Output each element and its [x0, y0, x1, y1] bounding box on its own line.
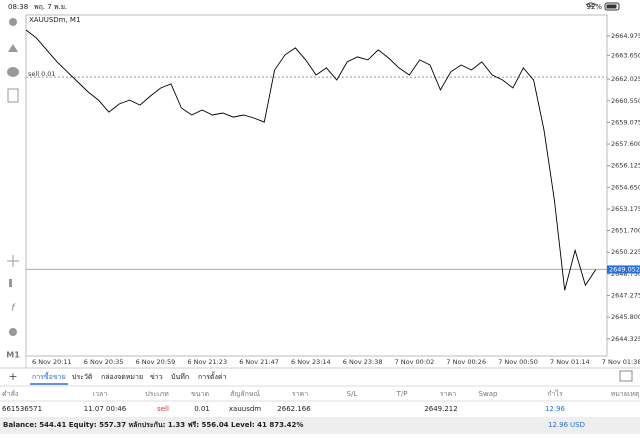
order-id: 661536571: [2, 405, 42, 413]
expand-icon[interactable]: [619, 370, 633, 382]
open-price: 2662.166: [277, 405, 311, 413]
x-tick-label: 6 Nov 23:38: [343, 358, 383, 366]
order-type: sell: [157, 405, 169, 413]
tab[interactable]: ประวัติ: [72, 373, 93, 381]
chart-title: XAUUSDm, M1: [29, 16, 80, 24]
total-profit: 12.96: [548, 421, 569, 429]
tab[interactable]: ข่าว: [150, 373, 163, 381]
new-order-icon[interactable]: [7, 88, 19, 103]
x-tick-label: 7 Nov 00:50: [498, 358, 538, 366]
y-tick-label: 2648.750: [611, 270, 640, 278]
tab[interactable]: กล่องจดหมาย: [101, 373, 143, 381]
y-tick-label: 2663.650: [611, 51, 640, 59]
order-volume: 0.01: [194, 405, 210, 413]
y-tick-label: 2660.550: [611, 97, 640, 105]
tab[interactable]: การตั้งค่า: [198, 370, 227, 381]
add-button[interactable]: +: [8, 370, 17, 383]
tab[interactable]: บันทึก: [171, 372, 189, 381]
order-profit: 12.96: [545, 405, 566, 413]
status-battery: 92%: [586, 3, 602, 11]
tab[interactable]: การซื้อขาย: [32, 370, 66, 381]
y-tick-label: 2644.325: [611, 335, 640, 343]
sell-label: sell 0.01: [28, 70, 56, 78]
chat-icon[interactable]: [7, 67, 19, 77]
wifi-icon: [585, 2, 597, 8]
crosshair-icon[interactable]: [7, 255, 19, 267]
indicators-button[interactable]: f: [11, 304, 16, 314]
last-price-box: [607, 265, 640, 274]
x-tick-label: 6 Nov 21:47: [239, 358, 279, 366]
y-tick-label: 2664.975: [611, 32, 640, 40]
status-date: พฤ. 7 พ.ย.: [34, 3, 67, 11]
x-tick-label: 6 Nov 20:11: [32, 358, 72, 366]
current-price: 2649.212: [424, 405, 457, 413]
order-time: 11.07 00:46: [84, 405, 127, 413]
chart-type-icon[interactable]: [9, 279, 12, 287]
x-tick-label: 7 Nov 00:26: [446, 358, 486, 366]
y-tick-label: 2653.175: [611, 205, 640, 213]
account-summary: Balance: 544.41 Equity: 557.37 หลักประกั…: [3, 421, 303, 429]
order-symbol: xauusdm: [229, 405, 261, 413]
column-header: กำไร: [547, 389, 563, 398]
column-header: ราคา: [292, 390, 308, 398]
y-tick-label: 2650.225: [611, 248, 640, 256]
column-header: ขนาด: [191, 390, 209, 398]
account-icon[interactable]: [9, 18, 17, 26]
y-tick-label: 2651.700: [611, 227, 640, 235]
y-tick-label: 2645.800: [611, 313, 640, 321]
x-tick-label: 6 Nov 21:23: [187, 358, 227, 366]
x-tick-label: 7 Nov 01:38: [602, 358, 640, 366]
x-tick-label: 7 Nov 00:02: [395, 358, 435, 366]
column-header: T/P: [396, 390, 408, 398]
x-tick-label: 6 Nov 20:35: [84, 358, 124, 366]
column-header: S/L: [347, 390, 358, 398]
x-tick-label: 6 Nov 20:59: [136, 358, 176, 366]
column-header: เวลา: [93, 390, 108, 398]
y-tick-label: 2659.075: [611, 118, 640, 126]
y-tick-label: 2647.275: [611, 292, 640, 300]
column-header: ราคา: [440, 390, 456, 398]
battery-level: [606, 4, 617, 9]
status-time: 08:38: [8, 3, 28, 11]
column-header: Swap: [479, 390, 498, 398]
timeframe-button[interactable]: M1: [6, 351, 20, 360]
x-tick-label: 7 Nov 01:14: [550, 358, 590, 366]
y-tick-label: 2657.600: [611, 140, 640, 148]
y-tick-label: 2656.125: [611, 162, 640, 170]
column-header: หมายเหตุ: [611, 390, 640, 398]
trade-icon[interactable]: [8, 44, 18, 52]
battery-icon: [604, 2, 620, 11]
column-header: ประเภท: [145, 390, 169, 398]
x-tick-label: 6 Nov 23:14: [291, 358, 331, 366]
last-price-label: 2649.052: [609, 265, 640, 273]
column-header: สัญลักษณ์: [230, 390, 260, 398]
currency: USD: [570, 421, 585, 429]
y-tick-label: 2654.650: [611, 183, 640, 191]
objects-icon[interactable]: [9, 328, 17, 336]
y-tick-label: 2662.025: [611, 75, 640, 83]
footer-bar: [0, 417, 640, 434]
column-header: คำสั่ง: [2, 389, 18, 398]
price-line: [25, 29, 597, 291]
